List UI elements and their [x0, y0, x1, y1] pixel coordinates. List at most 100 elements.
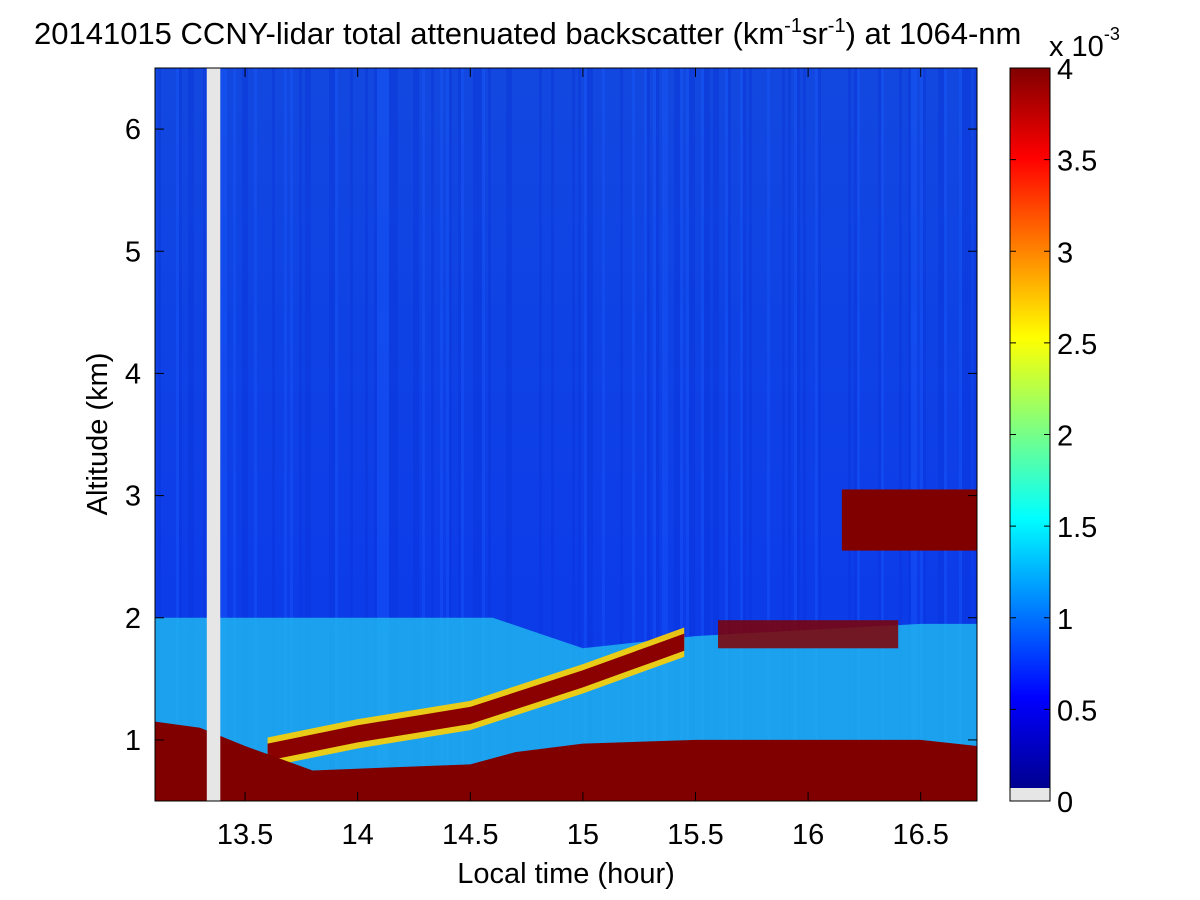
profile-streak [449, 68, 452, 801]
x-tick-label: 15 [567, 819, 599, 851]
nodata-gap [206, 68, 221, 801]
profile-streak [881, 68, 884, 801]
y-tick-label: 4 [125, 358, 141, 390]
profile-streak [923, 68, 926, 801]
profile-streak [728, 68, 731, 801]
profile-streak [965, 68, 968, 801]
title-main: 20141015 CCNY-lidar total attenuated bac… [34, 16, 784, 51]
profile-streak [506, 68, 509, 801]
profile-streak [431, 68, 434, 801]
colorbar-tick-label: 0.5 [1057, 695, 1097, 727]
profile-streak [707, 68, 710, 801]
colorbar-tick-label: 1.5 [1057, 512, 1097, 544]
title-tail: ) at 1064-nm [846, 16, 1022, 51]
profile-streak [395, 68, 398, 801]
profile-streak [551, 68, 554, 801]
profile-streak [590, 68, 593, 801]
profile-streak [461, 68, 464, 801]
colorbar: 0 0.5 1 1.5 2 2.5 3 3.5 4 x 10-3 [1009, 24, 1120, 819]
profile-streak [788, 68, 791, 801]
profile-streak [677, 68, 680, 801]
colorbar-ticks: 0 0.5 1 1.5 2 2.5 3 3.5 4 [1010, 54, 1097, 819]
profile-streak [686, 68, 689, 801]
y-tick-label: 1 [125, 725, 141, 757]
profile-streak [446, 68, 449, 801]
colorbar-tick-label: 3 [1057, 237, 1073, 269]
aerosol-layer-core [267, 633, 685, 761]
profile-streak [692, 68, 695, 801]
profile-streak [725, 68, 728, 801]
profile-streak [743, 68, 746, 801]
profile-streak [383, 68, 386, 801]
profile-streak [392, 68, 395, 801]
colorbar-tick-label: 4 [1057, 54, 1073, 86]
profile-streak [680, 68, 683, 801]
x-tick-label: 14 [342, 819, 374, 851]
profile-streak [332, 68, 335, 801]
profile-streak [911, 68, 914, 801]
bl-top-cloud [718, 620, 899, 649]
profile-streak [365, 68, 368, 801]
profile-streak [674, 68, 677, 801]
profile-streak [962, 68, 965, 801]
profile-streak [620, 68, 623, 801]
profile-streak [968, 68, 971, 801]
profile-streak [254, 68, 257, 801]
profile-streak [854, 68, 857, 801]
profile-streak [176, 68, 179, 801]
x-axis: 13.5 14 14.5 15 15.5 16 16.5 [217, 68, 949, 851]
profile-streak [848, 68, 851, 801]
profile-streak [224, 68, 227, 801]
profile-streak [656, 68, 659, 801]
x-tick-label: 13.5 [217, 819, 273, 851]
profile-streak [284, 68, 287, 801]
profile-streak [572, 68, 575, 801]
heatmap-features [155, 68, 977, 801]
profile-streak [335, 68, 338, 801]
profile-streak [584, 68, 587, 801]
profile-streak [188, 68, 191, 801]
profile-streak [878, 68, 881, 801]
colorbar-tick-label: 1 [1057, 604, 1073, 636]
profile-streak [440, 68, 443, 801]
profile-streak [458, 68, 461, 801]
colorbar-tick-label: 2.5 [1057, 329, 1097, 361]
profile-streak [665, 68, 668, 801]
profile-streak [509, 68, 512, 801]
x-axis-label: Local time (hour) [457, 858, 675, 890]
profile-streak [938, 68, 941, 801]
profile-streak [632, 68, 635, 801]
profile-streak [350, 68, 353, 801]
y-tick-label: 3 [125, 481, 141, 513]
elevated-cloud-layer [841, 489, 977, 551]
profile-streak [422, 68, 425, 801]
profile-streak [941, 68, 944, 801]
profile-streak [959, 68, 962, 801]
colorbar-tick-label: 3.5 [1057, 146, 1097, 178]
profile-streak [413, 68, 416, 801]
profile-streak [272, 68, 275, 801]
profile-streak [158, 68, 161, 801]
profile-streak [749, 68, 752, 801]
profile-streak [587, 68, 590, 801]
profile-streak [815, 68, 818, 801]
profile-streak [386, 68, 389, 801]
title-mid: sr [802, 16, 828, 51]
x-tick-label: 16.5 [892, 819, 948, 851]
profile-streak [653, 68, 656, 801]
colorbar-multiplier-base: x 10 [1049, 31, 1104, 63]
profile-streak [797, 68, 800, 801]
profile-streak [221, 68, 224, 801]
x-tick-label: 15.5 [667, 819, 723, 851]
profile-streak [602, 68, 605, 801]
profile-streak [479, 68, 482, 801]
profile-streak [305, 68, 308, 801]
x-tick-label: 16 [792, 819, 824, 851]
profile-streak [974, 68, 977, 801]
profile-streak [782, 68, 785, 801]
profile-streak [662, 68, 665, 801]
colorbar-multiplier: x 10-3 [1049, 24, 1120, 63]
profile-streak [482, 68, 485, 801]
profile-streak [857, 68, 860, 801]
